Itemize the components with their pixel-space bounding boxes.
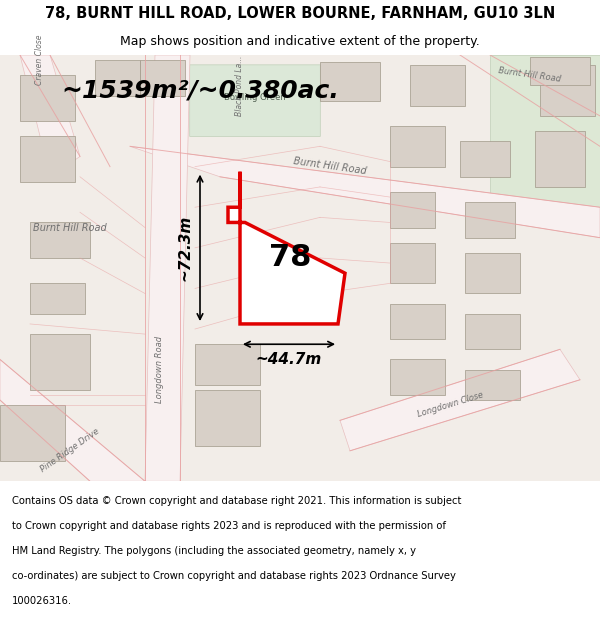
Bar (0, 405, 65, 461)
Text: 78, BURNT HILL ROAD, LOWER BOURNE, FARNHAM, GU10 3LN: 78, BURNT HILL ROAD, LOWER BOURNE, FARNH… (45, 6, 555, 21)
Bar (465, 314, 520, 349)
Bar (490, 55, 600, 208)
Text: co-ordinates) are subject to Crown copyright and database rights 2023 Ordnance S: co-ordinates) are subject to Crown copyr… (12, 571, 456, 581)
Polygon shape (130, 146, 600, 238)
Text: ~72.3m: ~72.3m (178, 215, 193, 281)
Text: 78: 78 (269, 244, 311, 272)
Text: HM Land Registry. The polygons (including the associated geometry, namely x, y: HM Land Registry. The polygons (includin… (12, 546, 416, 556)
Bar (320, 62, 380, 101)
Text: Contains OS data © Crown copyright and database right 2021. This information is : Contains OS data © Crown copyright and d… (12, 496, 461, 506)
Bar (390, 192, 435, 228)
Bar (30, 283, 85, 314)
Polygon shape (340, 349, 580, 451)
Bar (410, 65, 465, 106)
Polygon shape (0, 359, 145, 481)
Polygon shape (20, 55, 80, 177)
Text: Black Pond La...: Black Pond La... (235, 55, 245, 116)
Text: Burnt Hill Road: Burnt Hill Road (33, 222, 107, 232)
Text: Pine Ridge Drive: Pine Ridge Drive (39, 427, 101, 474)
Bar (465, 369, 520, 400)
Text: Longdown Close: Longdown Close (416, 391, 484, 419)
Text: Burnt Hill Road: Burnt Hill Road (293, 156, 367, 177)
Polygon shape (145, 55, 190, 481)
Bar (390, 304, 445, 339)
Bar (30, 222, 90, 258)
Text: to Crown copyright and database rights 2023 and is reproduced with the permissio: to Crown copyright and database rights 2… (12, 521, 446, 531)
Text: ~1539m²/~0.380ac.: ~1539m²/~0.380ac. (61, 79, 339, 102)
Bar (390, 359, 445, 395)
Bar (530, 57, 590, 86)
Text: 100026316.: 100026316. (12, 596, 72, 606)
Bar (140, 60, 185, 96)
Bar (390, 126, 445, 167)
Text: Map shows position and indicative extent of the property.: Map shows position and indicative extent… (120, 35, 480, 48)
Text: Craven Close: Craven Close (35, 35, 44, 86)
Bar (540, 65, 595, 116)
Bar (465, 253, 520, 294)
Bar (95, 60, 140, 96)
Text: Burnt Hill Road: Burnt Hill Road (498, 66, 562, 84)
FancyBboxPatch shape (190, 65, 320, 136)
Bar (195, 390, 260, 446)
Bar (460, 141, 510, 177)
Text: Bowling Green: Bowling Green (224, 93, 286, 102)
Bar (465, 202, 515, 238)
Bar (535, 131, 585, 187)
Bar (20, 136, 75, 182)
Bar (30, 334, 90, 390)
Bar (195, 344, 260, 385)
Text: Longdown Road: Longdown Road (155, 336, 164, 403)
Polygon shape (228, 172, 345, 324)
Text: ~44.7m: ~44.7m (256, 352, 322, 367)
Bar (390, 242, 435, 283)
Bar (20, 75, 75, 121)
